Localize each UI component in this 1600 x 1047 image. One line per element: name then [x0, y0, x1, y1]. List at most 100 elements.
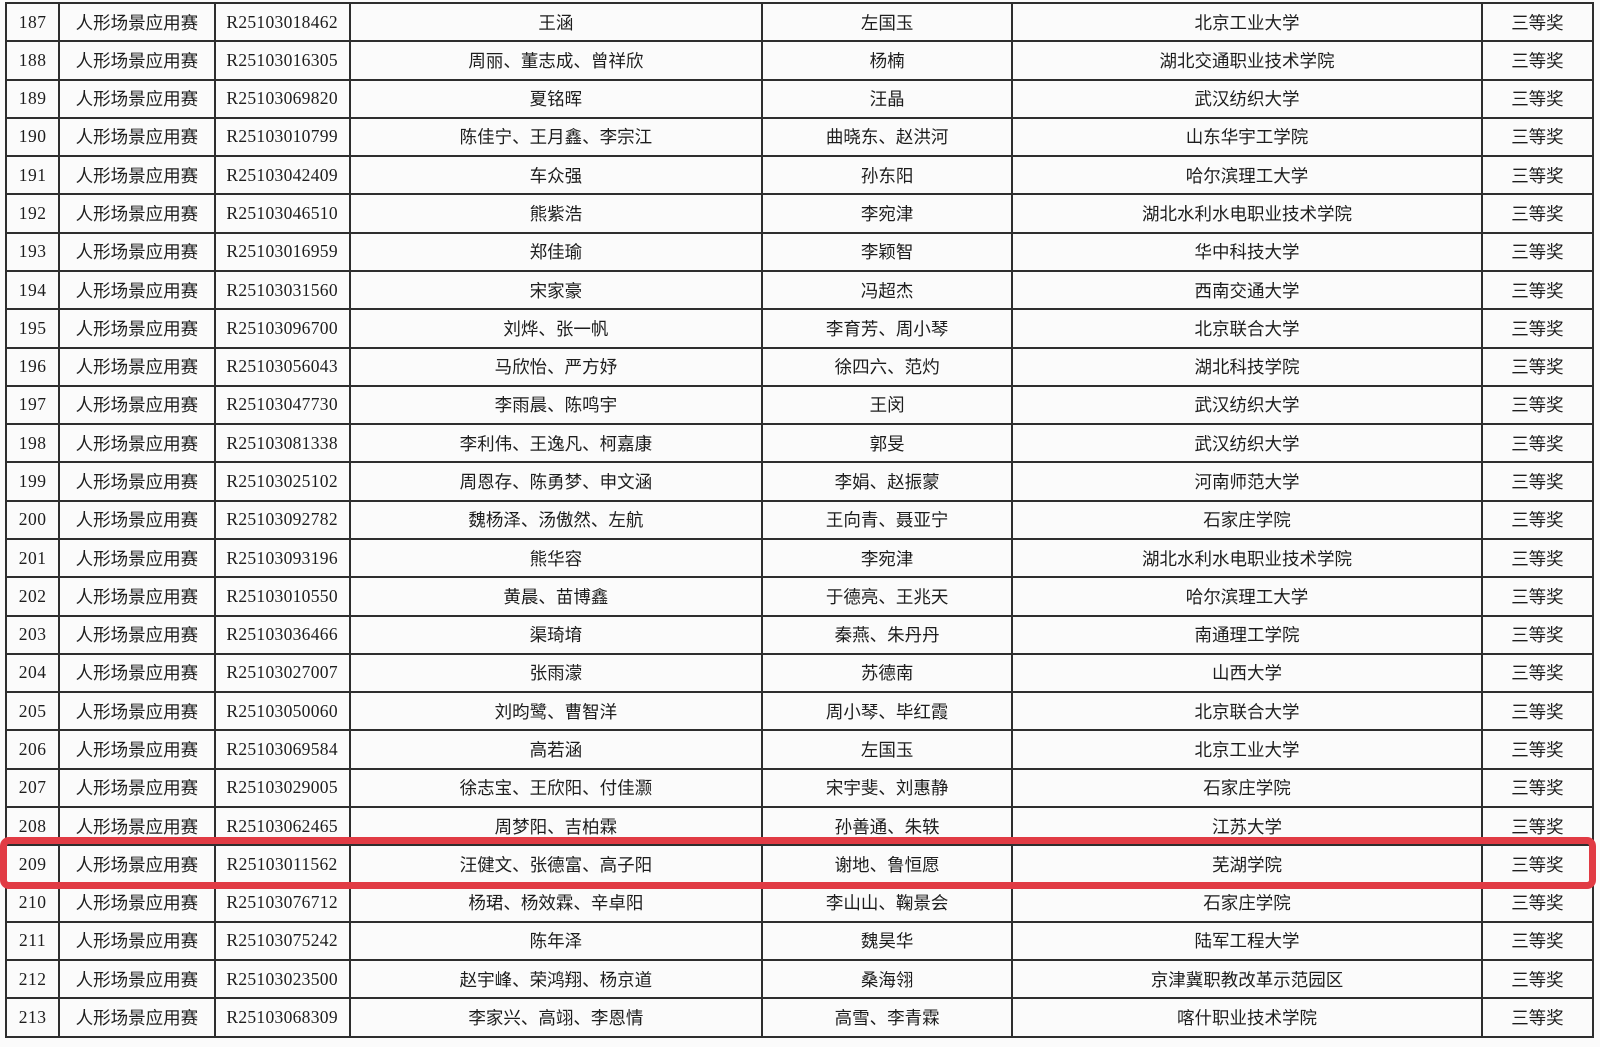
table-row: 196 人形场景应用赛 R25103056043 马欣怡、严方妤 徐四六、范灼 …: [4, 346, 1595, 387]
cell-row-number: 193: [4, 231, 61, 272]
cell-advisors: 苏德南: [761, 652, 1014, 694]
cell-registration-id: R25103093196: [213, 537, 351, 579]
cell-participants: 熊华容: [348, 537, 764, 579]
cell-participants: 马欣怡、严方妤: [348, 346, 764, 387]
cell-competition-category: 人形场景应用赛: [58, 729, 216, 770]
cell-participants: 魏杨泽、汤傲然、左航: [348, 499, 764, 540]
cell-registration-id: R25103050060: [213, 691, 351, 732]
cell-registration-id: R25103031560: [213, 269, 351, 311]
cell-row-number: 197: [4, 384, 61, 426]
table-row: 190 人形场景应用赛 R25103010799 陈佳宁、王月鑫、李宗江 曲晓东…: [4, 116, 1595, 158]
cell-award: 三等奖: [1480, 691, 1595, 732]
cell-institution: 石家庄学院: [1011, 767, 1483, 808]
cell-institution: 武汉纺织大学: [1011, 423, 1483, 464]
cell-competition-category: 人形场景应用赛: [58, 78, 216, 119]
cell-award: 三等奖: [1480, 308, 1595, 349]
cell-row-number: 200: [4, 499, 61, 540]
cell-award: 三等奖: [1480, 614, 1595, 655]
cell-row-number: 202: [4, 576, 61, 617]
cell-registration-id: R25103042409: [213, 155, 351, 196]
cell-registration-id: R25103025102: [213, 461, 351, 502]
cell-row-number: 195: [4, 308, 61, 349]
cell-advisors: 于德亮、王兆天: [761, 576, 1014, 617]
cell-award: 三等奖: [1480, 78, 1595, 119]
cell-advisors: 杨楠: [761, 40, 1014, 81]
cell-participants: 张雨濛: [348, 652, 764, 694]
cell-award: 三等奖: [1480, 193, 1595, 234]
cell-award: 三等奖: [1480, 116, 1595, 158]
cell-participants: 车众强: [348, 155, 764, 196]
cell-participants: 陈佳宁、王月鑫、李宗江: [348, 116, 764, 158]
cell-registration-id: R25103011562: [213, 844, 351, 885]
cell-award: 三等奖: [1480, 423, 1595, 464]
cell-competition-category: 人形场景应用赛: [58, 920, 216, 962]
cell-award: 三等奖: [1480, 882, 1595, 923]
cell-institution: 武汉纺织大学: [1011, 78, 1483, 119]
cell-registration-id: R25103062465: [213, 805, 351, 847]
cell-participants: 周恩存、陈勇梦、申文涵: [348, 461, 764, 502]
cell-registration-id: R25103096700: [213, 308, 351, 349]
cell-row-number: 204: [4, 652, 61, 694]
cell-row-number: 191: [4, 155, 61, 196]
cell-award: 三等奖: [1480, 997, 1595, 1038]
cell-registration-id: R25103076712: [213, 882, 351, 923]
cell-advisors: 李颖智: [761, 231, 1014, 272]
cell-row-number: 187: [4, 1, 61, 43]
cell-institution: 芜湖学院: [1011, 844, 1483, 885]
cell-institution: 北京工业大学: [1011, 1, 1483, 43]
table-row: 205 人形场景应用赛 R25103050060 刘昀鹭、曹智洋 周小琴、毕红霞…: [4, 691, 1595, 732]
cell-competition-category: 人形场景应用赛: [58, 384, 216, 426]
cell-competition-category: 人形场景应用赛: [58, 844, 216, 885]
table-row: 213 人形场景应用赛 R25103068309 李家兴、高翊、李恩情 高雪、李…: [4, 997, 1595, 1038]
cell-registration-id: R25103092782: [213, 499, 351, 540]
cell-participants: 王涵: [348, 1, 764, 43]
cell-competition-category: 人形场景应用赛: [58, 269, 216, 311]
table-row: 212 人形场景应用赛 R25103023500 赵宇峰、荣鸿翔、杨京道 桑海翎…: [4, 959, 1595, 1000]
cell-registration-id: R25103056043: [213, 346, 351, 387]
cell-row-number: 206: [4, 729, 61, 770]
cell-registration-id: R25103016959: [213, 231, 351, 272]
cell-row-number: 189: [4, 78, 61, 119]
cell-registration-id: R25103046510: [213, 193, 351, 234]
cell-row-number: 213: [4, 997, 61, 1038]
cell-registration-id: R25103047730: [213, 384, 351, 426]
cell-award: 三等奖: [1480, 576, 1595, 617]
cell-row-number: 194: [4, 269, 61, 311]
cell-row-number: 198: [4, 423, 61, 464]
cell-award: 三等奖: [1480, 40, 1595, 81]
cell-competition-category: 人形场景应用赛: [58, 499, 216, 540]
cell-participants: 刘昀鹭、曹智洋: [348, 691, 764, 732]
cell-participants: 宋家豪: [348, 269, 764, 311]
cell-advisors: 徐四六、范灼: [761, 346, 1014, 387]
cell-advisors: 汪晶: [761, 78, 1014, 119]
cell-competition-category: 人形场景应用赛: [58, 882, 216, 923]
cell-participants: 徐志宝、王欣阳、付佳灏: [348, 767, 764, 808]
cell-institution: 华中科技大学: [1011, 231, 1483, 272]
cell-participants: 熊紫浩: [348, 193, 764, 234]
cell-row-number: 205: [4, 691, 61, 732]
cell-institution: 哈尔滨理工大学: [1011, 576, 1483, 617]
table-row: 199 人形场景应用赛 R25103025102 周恩存、陈勇梦、申文涵 李娟、…: [4, 461, 1595, 502]
cell-award: 三等奖: [1480, 461, 1595, 502]
cell-award: 三等奖: [1480, 346, 1595, 387]
cell-institution: 石家庄学院: [1011, 499, 1483, 540]
cell-institution: 山西大学: [1011, 652, 1483, 694]
cell-participants: 周梦阳、吉柏霖: [348, 805, 764, 847]
cell-registration-id: R25103069584: [213, 729, 351, 770]
cell-institution: 北京联合大学: [1011, 691, 1483, 732]
cell-row-number: 203: [4, 614, 61, 655]
cell-row-number: 201: [4, 537, 61, 579]
cell-award: 三等奖: [1480, 537, 1595, 579]
cell-competition-category: 人形场景应用赛: [58, 308, 216, 349]
cell-advisors: 曲晓东、赵洪河: [761, 116, 1014, 158]
cell-competition-category: 人形场景应用赛: [58, 652, 216, 694]
cell-advisors: 李娟、赵振蒙: [761, 461, 1014, 502]
cell-advisors: 李育芳、周小琴: [761, 308, 1014, 349]
cell-institution: 南通理工学院: [1011, 614, 1483, 655]
cell-award: 三等奖: [1480, 729, 1595, 770]
cell-award: 三等奖: [1480, 652, 1595, 694]
cell-participants: 周丽、董志成、曾祥欣: [348, 40, 764, 81]
table-row: 206 人形场景应用赛 R25103069584 高若涵 左国玉 北京工业大学 …: [4, 729, 1595, 770]
table-row: 207 人形场景应用赛 R25103029005 徐志宝、王欣阳、付佳灏 宋宇斐…: [4, 767, 1595, 808]
